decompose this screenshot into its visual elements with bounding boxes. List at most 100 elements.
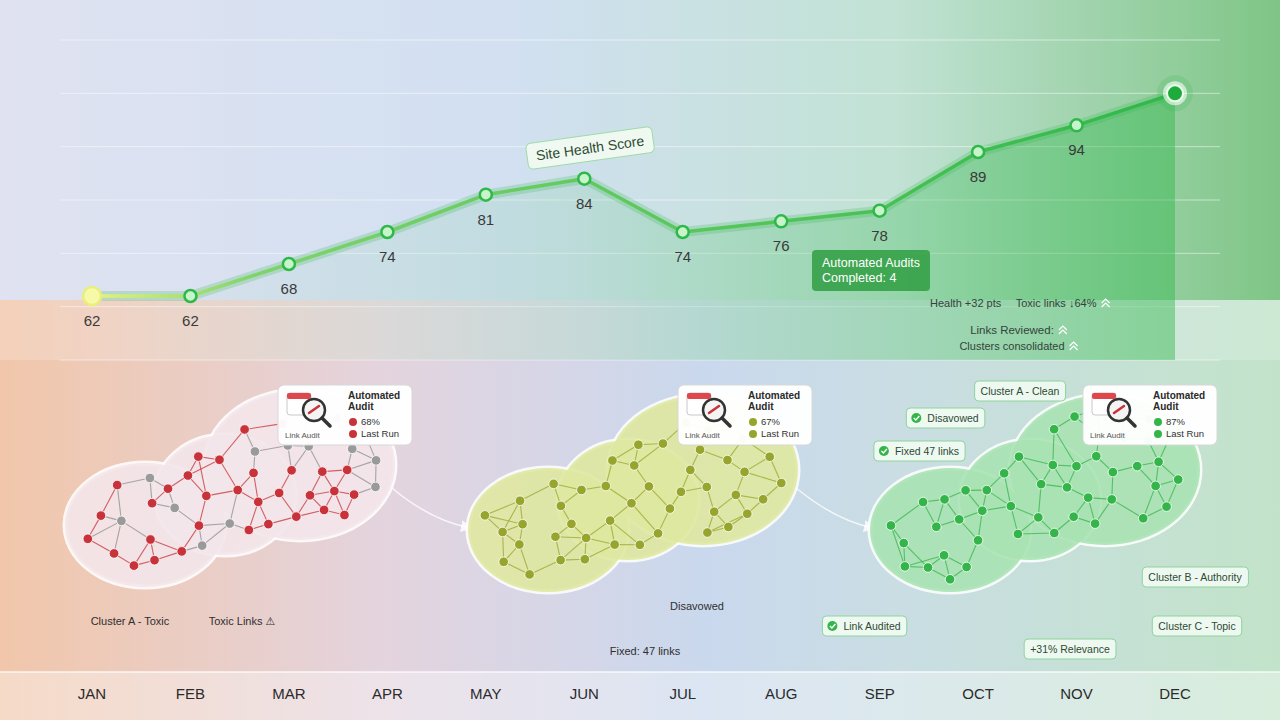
cluster-node: [371, 456, 381, 466]
cluster-node: [515, 496, 525, 506]
cluster-node: [923, 563, 933, 573]
annotation-line: Completed: 4: [822, 271, 896, 285]
line-glow: [92, 93, 1175, 296]
cluster-node: [644, 482, 654, 492]
cluster-node: [939, 550, 949, 560]
cluster-node: [1107, 495, 1117, 505]
cluster-node: [999, 468, 1009, 478]
cluster-edge: [1019, 457, 1041, 484]
cluster-node: [581, 533, 591, 543]
cluster-edge: [520, 484, 554, 501]
cluster-edge: [485, 501, 520, 516]
point: [1071, 119, 1083, 131]
cluster-label: Disavowed: [906, 408, 985, 428]
x-tick-label: JUL: [669, 685, 696, 702]
point: [184, 290, 196, 302]
data-label: 74: [379, 248, 396, 265]
cluster-node: [498, 527, 508, 537]
grid-line: [60, 93, 1220, 94]
x-tick-label: FEB: [176, 685, 205, 702]
cluster-node: [274, 488, 284, 498]
cluster-label-box: [1142, 567, 1248, 587]
cluster-edge: [88, 521, 122, 539]
cluster-node: [1090, 519, 1100, 529]
cluster-blob: [558, 440, 698, 560]
audit-card-title-line: Automated: [748, 390, 800, 401]
cluster-node: [627, 498, 637, 508]
chart: JANFEBMARAPRMAYJUNJULAUGSEPOCTNOVDEC6262…: [0, 0, 1280, 720]
cluster-node: [580, 554, 590, 564]
cluster-node: [480, 511, 490, 521]
cluster-label-text: Toxic Links ⚠: [209, 615, 276, 627]
cluster-node: [556, 555, 566, 565]
series-label: Site Health Score: [525, 126, 655, 169]
cluster-node: [658, 439, 668, 449]
cluster-node: [146, 535, 156, 545]
annotation: Clusters consolidated: [959, 340, 1064, 352]
point: [283, 258, 295, 270]
audit-card-caption: Link Audit: [685, 431, 720, 440]
cluster-label-text: Disavowed: [927, 412, 979, 424]
audit-card-title-line: Automated: [1153, 390, 1205, 401]
cluster-label: Cluster A - Clean: [975, 381, 1066, 401]
cluster-node: [608, 456, 618, 466]
cluster-label-text: Cluster A - Clean: [981, 385, 1060, 397]
cluster-node: [665, 504, 675, 514]
annotation: Links Reviewed:: [970, 324, 1054, 336]
check-mark: [830, 624, 836, 628]
cluster-node: [556, 501, 566, 511]
cluster-node: [147, 498, 157, 508]
audit-card-status: Last Run: [1166, 428, 1204, 439]
point-glow: [1157, 75, 1193, 111]
cluster-node: [567, 519, 577, 529]
cluster-label-box: [1152, 616, 1241, 636]
cluster-node: [1048, 460, 1058, 470]
cluster-node: [150, 555, 160, 565]
cluster-edge: [1018, 532, 1054, 534]
connector: [796, 488, 873, 528]
data-label: 84: [576, 195, 593, 212]
magnifier-handle: [322, 418, 330, 426]
data-label: 89: [970, 168, 987, 185]
data-label: 62: [182, 312, 199, 329]
cluster-node: [1069, 512, 1079, 522]
audit-card-bg: [1083, 385, 1217, 445]
status-dot: [749, 418, 757, 426]
page: {"chart_data": {"type": "line", "title":…: [0, 0, 1280, 720]
data-label: 81: [477, 211, 494, 228]
cluster-node: [1091, 451, 1101, 461]
check-icon: [827, 621, 837, 631]
cluster-node: [96, 511, 106, 521]
cluster-node: [305, 491, 315, 501]
cluster-blob: [960, 440, 1100, 560]
cluster-node: [551, 532, 561, 542]
status-dot: [1154, 418, 1162, 426]
background: [0, 0, 1280, 720]
cluster-node: [605, 516, 615, 526]
check-icon: [879, 446, 889, 456]
cluster-node: [194, 521, 204, 531]
annotation-line: Automated Audits: [822, 256, 920, 270]
cluster-label-box: [906, 408, 985, 428]
x-tick-label: JAN: [78, 685, 106, 702]
calendar-icon-top: [287, 393, 311, 399]
data-label: 78: [871, 227, 888, 244]
cluster-label-text: Link Audited: [843, 620, 900, 632]
cluster-node: [1049, 528, 1059, 538]
x-tick-label: NOV: [1060, 685, 1093, 702]
cluster-node: [1034, 513, 1044, 523]
link-icon: [1114, 406, 1124, 413]
data-label: 62: [84, 312, 101, 329]
cluster-label: Link Audited: [822, 616, 906, 636]
cluster-edge: [631, 503, 658, 533]
cluster-node: [1036, 479, 1046, 489]
cluster-node: [776, 478, 786, 488]
point: [578, 173, 590, 185]
cluster-node: [653, 529, 663, 539]
calendar-icon-top: [687, 393, 711, 399]
cluster-node: [977, 506, 987, 516]
audit-card-score: 67%: [761, 416, 781, 427]
cluster-node: [1151, 481, 1161, 491]
audit-card-score: 87%: [1166, 416, 1186, 427]
audit-card-title-line: Automated: [348, 390, 400, 401]
